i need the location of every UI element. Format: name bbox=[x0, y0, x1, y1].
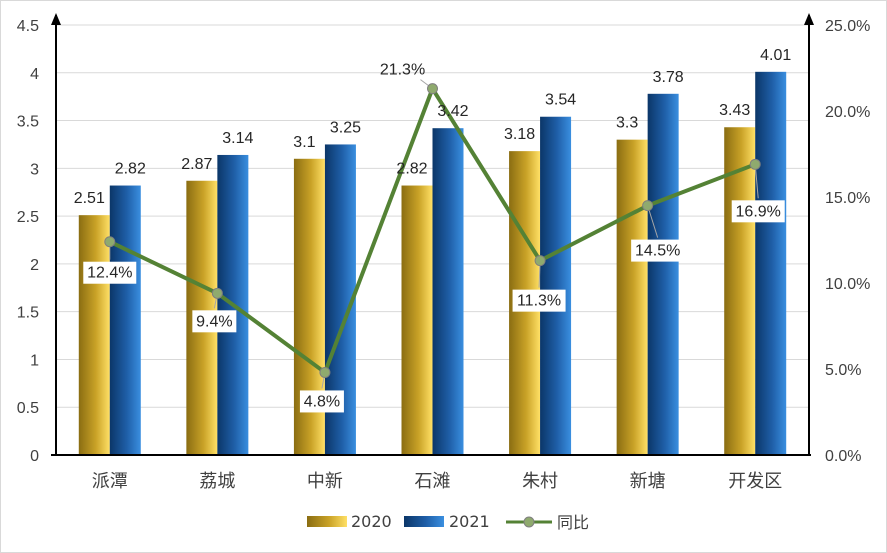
bar-2021 bbox=[755, 71, 787, 456]
bar-2021-value-label: 3.42 bbox=[437, 103, 468, 120]
bar-2020 bbox=[78, 215, 110, 455]
yoy-value-label: 16.9% bbox=[736, 203, 781, 220]
y-right-tick-label: 0.0% bbox=[825, 448, 861, 465]
x-category-label: 石滩 bbox=[415, 471, 451, 492]
yoy-point bbox=[534, 255, 546, 267]
y-right-tick-label: 20.0% bbox=[825, 104, 870, 121]
yoy-point bbox=[211, 287, 223, 299]
y-left-tick-label: 4 bbox=[30, 66, 39, 83]
yoy-point bbox=[749, 158, 761, 170]
bar-2021-value-label: 3.54 bbox=[545, 92, 576, 109]
y-right-axis-arrow bbox=[804, 13, 814, 25]
y-left-tick-label: 3.5 bbox=[17, 114, 39, 131]
y-left-axis-arrow bbox=[51, 13, 61, 25]
yoy-leader-line bbox=[754, 164, 759, 199]
y-left-tick-label: 0 bbox=[30, 448, 39, 465]
y-left-tick-label: 1.5 bbox=[17, 305, 39, 322]
y-left-tick-label: 2.5 bbox=[17, 209, 39, 226]
y-left-tick-label: 4.5 bbox=[17, 18, 39, 35]
bar-2021 bbox=[540, 116, 572, 455]
x-category-label: 开发区 bbox=[728, 471, 782, 492]
y-left-tick-label: 2 bbox=[30, 257, 39, 274]
y-right-tick-label: 5.0% bbox=[825, 362, 861, 379]
y-left-tick-label: 0.5 bbox=[17, 400, 39, 417]
bar-2020-value-label: 3.1 bbox=[293, 134, 315, 151]
bar-2021-value-label: 3.25 bbox=[330, 119, 361, 136]
bar-2020-value-label: 3.18 bbox=[504, 126, 535, 143]
legend-label-2021: 2021 bbox=[449, 512, 490, 531]
bar-2020-value-label: 3.43 bbox=[719, 102, 750, 119]
yoy-label-box bbox=[192, 310, 237, 333]
y-left-tick-label: 3 bbox=[30, 161, 39, 178]
x-category-label: 中新 bbox=[307, 471, 343, 492]
y-left-tick-label: 1 bbox=[30, 352, 39, 369]
x-category-label: 朱村 bbox=[522, 471, 558, 492]
legend-label-yoy: 同比 bbox=[557, 513, 589, 532]
bar-2020-value-label: 2.87 bbox=[181, 156, 212, 173]
legend-swatch-2021 bbox=[404, 516, 444, 527]
bar-2021 bbox=[647, 93, 679, 456]
y-right-tick-label: 10.0% bbox=[825, 276, 870, 293]
yoy-point bbox=[642, 200, 654, 212]
yoy-label-box bbox=[299, 390, 344, 413]
bar-2021 bbox=[109, 185, 141, 456]
yoy-point bbox=[319, 366, 331, 378]
bar-2021-value-label: 3.78 bbox=[653, 69, 684, 86]
yoy-label-box bbox=[731, 200, 785, 223]
x-category-label: 派潭 bbox=[92, 471, 128, 492]
yoy-value-label: 21.3% bbox=[380, 62, 425, 79]
x-category-label: 荔城 bbox=[199, 471, 235, 492]
y-right-tick-label: 25.0% bbox=[825, 18, 870, 35]
yoy-point bbox=[104, 236, 116, 248]
yoy-leader-line bbox=[647, 205, 659, 238]
yoy-value-label: 4.8% bbox=[304, 393, 340, 410]
bar-2020-value-label: 2.82 bbox=[396, 161, 427, 178]
bar-2021-value-label: 3.14 bbox=[222, 130, 253, 147]
yoy-label-box bbox=[631, 239, 685, 262]
yoy-value-label: 9.4% bbox=[196, 313, 232, 330]
bar-2020 bbox=[724, 127, 756, 455]
bar-2020 bbox=[616, 139, 648, 455]
bar-2020 bbox=[401, 185, 433, 456]
bar-2020-value-label: 2.51 bbox=[74, 190, 105, 207]
legend-swatch-2020 bbox=[307, 516, 347, 527]
yoy-value-label: 11.3% bbox=[517, 293, 561, 310]
bar-2020-value-label: 3.3 bbox=[616, 115, 638, 132]
yoy-value-label: 14.5% bbox=[635, 243, 680, 260]
yoy-point bbox=[427, 83, 438, 95]
yoy-label-box bbox=[83, 261, 137, 284]
legend-label-2020: 2020 bbox=[351, 512, 392, 531]
x-category-label: 新塘 bbox=[630, 471, 666, 492]
yoy-value-label: 12.4% bbox=[87, 265, 132, 282]
y-right-tick-label: 15.0% bbox=[825, 190, 870, 207]
yoy-label-box bbox=[512, 289, 566, 312]
bar-2021 bbox=[432, 128, 464, 455]
bar-2021-value-label: 2.82 bbox=[115, 161, 146, 178]
legend-swatch-yoy-marker bbox=[523, 516, 535, 528]
bar-2021-value-label: 4.01 bbox=[760, 47, 791, 64]
